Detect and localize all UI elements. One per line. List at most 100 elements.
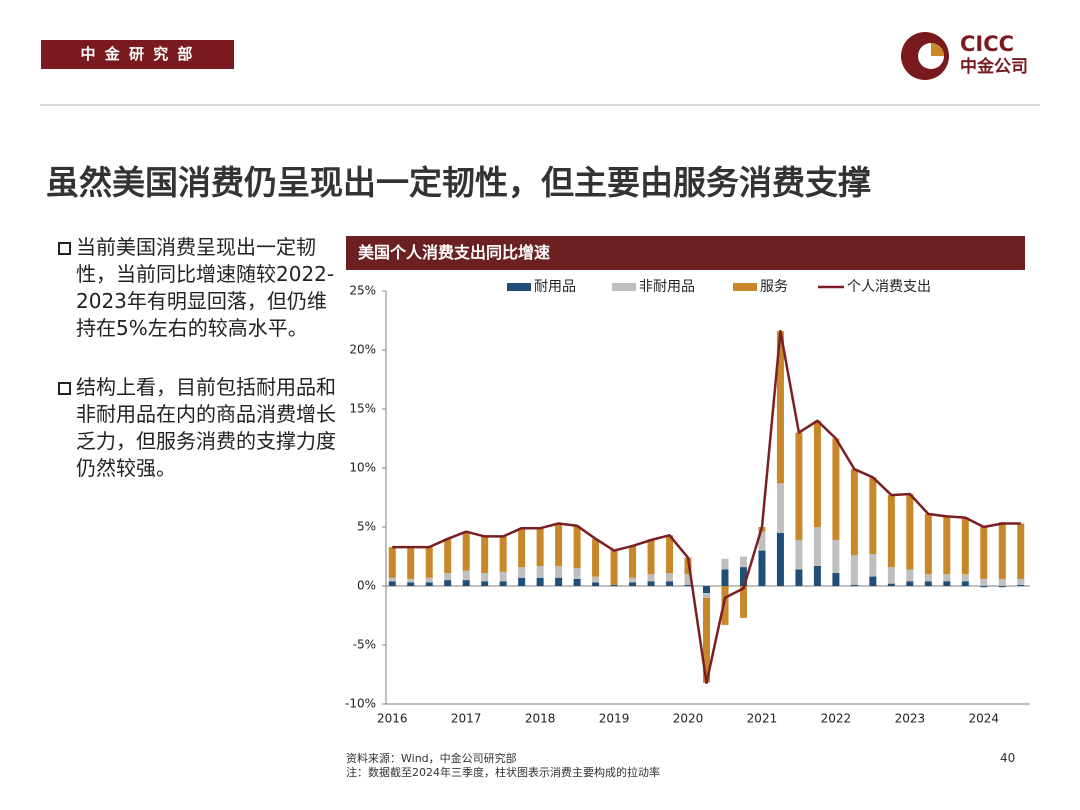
y-tick-label: -10% bbox=[345, 697, 376, 711]
x-tick-label: 2016 bbox=[377, 712, 408, 726]
bar-segment bbox=[518, 528, 526, 568]
bar-segment bbox=[739, 586, 747, 618]
bar-segment bbox=[1017, 584, 1025, 586]
bar-segment bbox=[425, 582, 433, 586]
bar-segment bbox=[795, 569, 803, 586]
bar-segment bbox=[684, 574, 692, 585]
bar-segment bbox=[703, 597, 710, 683]
bar-segment bbox=[924, 581, 932, 586]
bar-segment bbox=[629, 545, 637, 578]
bar-segment bbox=[518, 567, 526, 578]
bar-segment bbox=[499, 571, 507, 582]
bar-segment bbox=[610, 586, 618, 588]
bar-segment bbox=[610, 584, 618, 586]
legend-label: 非耐用品 bbox=[639, 279, 695, 295]
bar-segment bbox=[721, 569, 729, 586]
bar-segment bbox=[573, 568, 581, 579]
bar-segment bbox=[462, 531, 470, 571]
x-tick-label: 2022 bbox=[821, 712, 852, 726]
logo: CICC 中金公司 bbox=[901, 32, 1028, 80]
bar-segment bbox=[998, 578, 1006, 586]
bar-segment bbox=[647, 581, 655, 586]
bar-segment bbox=[425, 547, 433, 578]
bar-segment bbox=[721, 586, 729, 625]
y-tick-label: -5% bbox=[353, 638, 376, 652]
bar-segment bbox=[887, 583, 895, 586]
legend-label: 个人消费支出 bbox=[847, 279, 931, 295]
bar-segment bbox=[647, 539, 655, 575]
source-note: 资料来源：Wind，中金公司研究部 bbox=[346, 752, 517, 765]
bar-segment bbox=[739, 556, 747, 568]
bar-segment bbox=[1017, 578, 1025, 585]
bar-segment bbox=[998, 522, 1006, 579]
bar-segment bbox=[499, 536, 507, 572]
bar-segment bbox=[666, 581, 674, 586]
bullet: 结构上看，目前包括耐用品和非耐用品在内的商品消费增长乏力，但服务消费的支撑力度仍… bbox=[58, 374, 344, 482]
section-tag: 中 金 研 究 部 bbox=[41, 40, 234, 69]
chart-title: 美国个人消费支出同比增速 bbox=[346, 236, 1025, 270]
bar-segment bbox=[850, 469, 858, 556]
bar-segment bbox=[776, 331, 784, 484]
bar-segment bbox=[444, 580, 452, 586]
footnote: 注：数据截至2024年三季度，柱状图表示消费主要构成的拉动率 bbox=[346, 766, 660, 779]
line-series bbox=[392, 329, 1021, 685]
bar-segment bbox=[739, 567, 747, 586]
bar-segment bbox=[592, 538, 600, 577]
bar-segment bbox=[887, 495, 895, 568]
bar-segment bbox=[813, 565, 821, 586]
bar-segment bbox=[536, 528, 544, 566]
legend-label: 耐用品 bbox=[534, 279, 576, 295]
bar-segment bbox=[555, 577, 563, 586]
bar-segment bbox=[869, 576, 877, 586]
bullet: 当前美国消费呈现出一定韧性，当前同比增速随较2022-2023年有明显回落，但仍… bbox=[58, 234, 344, 342]
x-tick-label: 2018 bbox=[525, 712, 556, 726]
bar-segment bbox=[703, 593, 710, 598]
bar-segment bbox=[721, 558, 729, 570]
bar-segment bbox=[850, 555, 858, 585]
bar-segment bbox=[943, 574, 951, 582]
bar-segment bbox=[813, 420, 821, 527]
bar-segment bbox=[629, 577, 637, 583]
bar-segment bbox=[832, 539, 840, 574]
y-tick-label: 10% bbox=[349, 461, 376, 475]
bar-segment bbox=[592, 582, 600, 586]
bar-segment bbox=[795, 539, 803, 570]
bar-segment bbox=[444, 573, 452, 581]
bar-segment bbox=[758, 531, 766, 551]
bar-segment bbox=[961, 517, 969, 575]
bar-segment bbox=[998, 586, 1006, 588]
bar-segment bbox=[610, 549, 618, 585]
bar-segment bbox=[1017, 523, 1025, 579]
bar-segment bbox=[961, 581, 969, 586]
bar-segment bbox=[776, 483, 784, 533]
y-tick-label: 5% bbox=[357, 520, 376, 534]
bar-segment bbox=[573, 525, 581, 569]
bar-segment bbox=[869, 554, 877, 577]
legend-swatch bbox=[733, 283, 757, 291]
bar-segment bbox=[518, 577, 526, 586]
bar-segment bbox=[776, 532, 784, 586]
bar-segment bbox=[832, 438, 840, 540]
slide-title: 虽然美国消费仍呈现出一定韧性，但主要由服务消费支撑 bbox=[46, 163, 871, 202]
x-tick-label: 2023 bbox=[895, 712, 926, 726]
x-tick-label: 2019 bbox=[599, 712, 630, 726]
bar-segment bbox=[943, 516, 951, 575]
bar-segment bbox=[536, 577, 544, 586]
bar-segment bbox=[629, 582, 637, 586]
logo-text: CICC bbox=[960, 32, 1014, 56]
bar-segment bbox=[980, 578, 988, 586]
x-tick-label: 2021 bbox=[747, 712, 778, 726]
bar-segment bbox=[832, 573, 840, 586]
bar-segment bbox=[869, 477, 877, 555]
bar-segment bbox=[555, 523, 563, 566]
x-tick-label: 2024 bbox=[969, 712, 1000, 726]
bar-segment bbox=[407, 547, 415, 579]
bar-segment bbox=[850, 584, 858, 586]
bar-segment bbox=[666, 573, 674, 582]
bar-segment bbox=[388, 577, 396, 582]
bar-segment bbox=[481, 573, 489, 582]
bar-segment bbox=[592, 576, 600, 583]
bar-segment bbox=[462, 570, 470, 581]
logo-subtext: 中金公司 bbox=[960, 56, 1028, 77]
